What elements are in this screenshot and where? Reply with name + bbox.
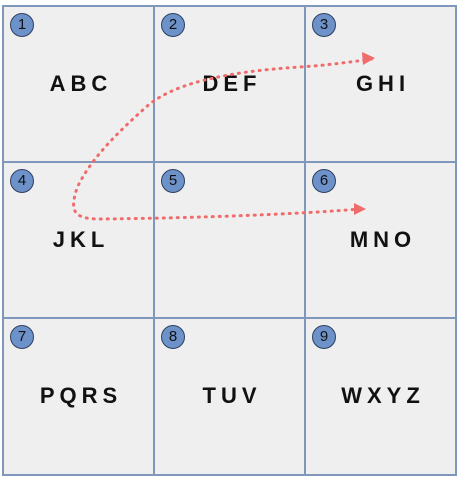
key-8[interactable]: 8 TUV (153, 317, 306, 476)
key-letters: WXYZ (341, 383, 425, 408)
key-9[interactable]: 9 WXYZ (304, 317, 457, 476)
key-letters: JKL (52, 227, 110, 252)
key-letters: MNO (349, 227, 417, 252)
key-1[interactable]: 1 ABC (2, 5, 155, 163)
key-3[interactable]: 3 GHI (304, 5, 457, 163)
key-letters: GHI (355, 71, 411, 96)
key-4[interactable]: 4 JKL (2, 161, 155, 319)
key-number-badge: 3 (312, 13, 336, 37)
key-5[interactable]: 5 (153, 161, 306, 319)
key-letters: ABC (49, 71, 113, 96)
key-6[interactable]: 6 MNO (304, 161, 457, 319)
key-number-badge: 9 (312, 325, 336, 349)
key-letters: PQRS (39, 383, 123, 408)
key-number-badge: 2 (161, 13, 185, 37)
key-2[interactable]: 2 DEF (153, 5, 306, 163)
key-number-badge: 4 (10, 169, 34, 193)
key-number-badge: 7 (10, 325, 34, 349)
key-number-badge: 8 (161, 325, 185, 349)
key-number-badge: 1 (10, 13, 34, 37)
key-number-badge: 6 (312, 169, 336, 193)
key-letters: DEF (202, 71, 262, 96)
key-7[interactable]: 7 PQRS (2, 317, 155, 476)
keypad-grid: 1 ABC 2 DEF 3 GHI 4 JKL 5 6 MNO 7 PQRS 8… (2, 5, 457, 476)
key-number-badge: 5 (161, 169, 185, 193)
key-letters: TUV (202, 383, 262, 408)
